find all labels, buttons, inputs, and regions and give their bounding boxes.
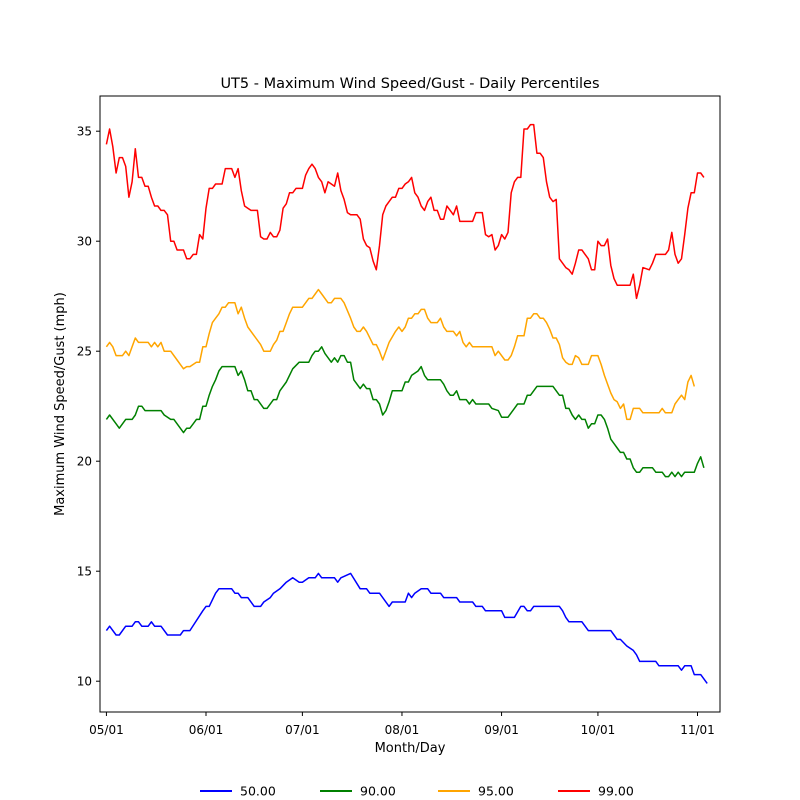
x-tick-label: 06/01 xyxy=(189,723,224,737)
x-tick-label: 10/01 xyxy=(581,723,616,737)
legend-label: 90.00 xyxy=(360,784,396,799)
x-tick-label: 05/01 xyxy=(89,723,124,737)
y-tick-label: 30 xyxy=(77,235,92,249)
legend: 50.00 90.00 95.00 99.00 xyxy=(200,784,634,799)
chart-title: UT5 - Maximum Wind Speed/Gust - Daily Pe… xyxy=(220,76,599,92)
series-line-50.00 xyxy=(105,572,708,684)
series-line-90.00 xyxy=(105,346,705,478)
y-axis: 10 15 20 25 30 35 xyxy=(77,125,100,689)
x-tick-label: 11/01 xyxy=(680,723,715,737)
legend-label: 99.00 xyxy=(598,784,634,799)
x-axis: 05/01 06/01 07/01 08/01 09/01 10/01 11/01 xyxy=(89,712,715,737)
y-tick-label: 20 xyxy=(77,455,92,469)
y-tick-label: 25 xyxy=(77,345,92,359)
y-tick-label: 10 xyxy=(77,675,92,689)
series-line-95.00 xyxy=(105,288,696,421)
plot-frame xyxy=(99,95,721,713)
series-line-99.00 xyxy=(105,123,705,300)
x-tick-label: 08/01 xyxy=(385,723,420,737)
y-axis-label: Maximum Wind Speed/Gust (mph) xyxy=(53,292,68,516)
x-tick-label: 09/01 xyxy=(484,723,519,737)
legend-label: 50.00 xyxy=(240,784,276,799)
legend-label: 95.00 xyxy=(478,784,514,799)
y-tick-label: 35 xyxy=(77,125,92,139)
x-axis-label: Month/Day xyxy=(375,741,446,756)
y-tick-label: 15 xyxy=(77,565,92,579)
plot-area xyxy=(105,123,708,684)
x-tick-label: 07/01 xyxy=(285,723,320,737)
